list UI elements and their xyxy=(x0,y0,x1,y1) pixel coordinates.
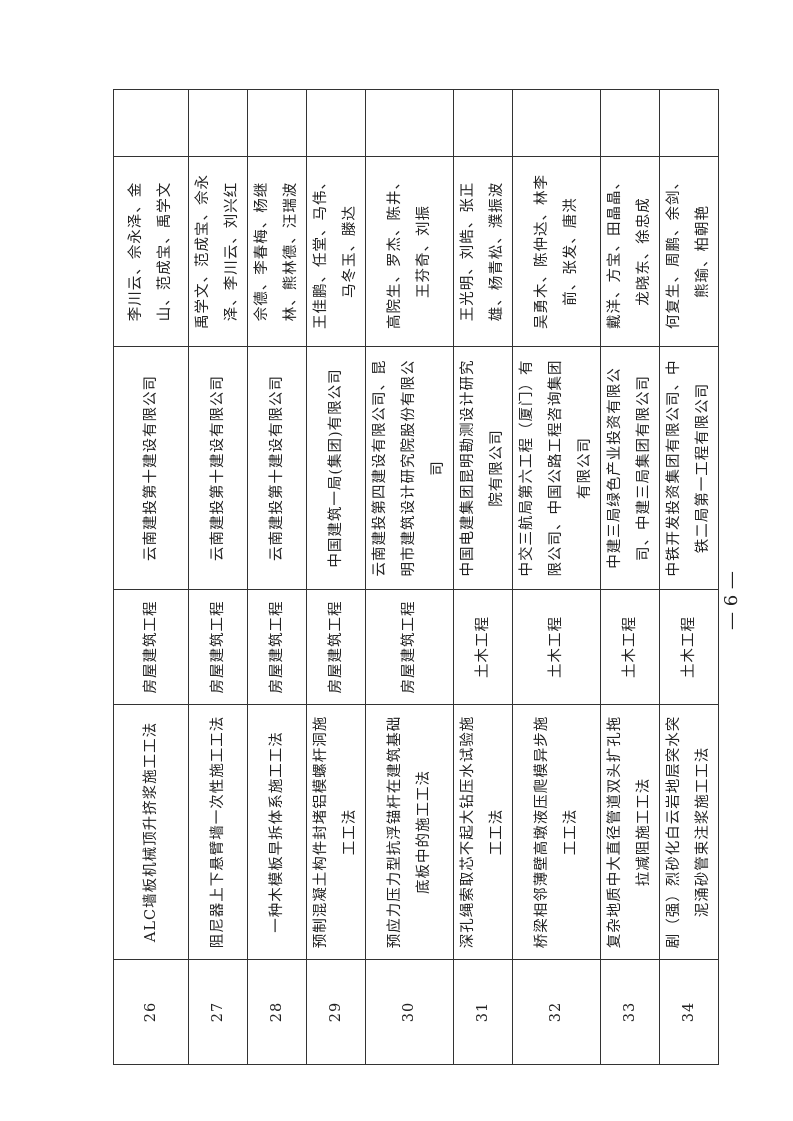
table-row: 28 一种木模板早拆体系施工工法 房屋建筑工程 云南建投第十建设有限公司 佘德、李春梅、… xyxy=(247,89,307,1065)
company-name-cell: 中建三局绿色产业投资有限公司、中建三局集团有限公司 xyxy=(600,346,660,590)
company-name-cell: 中铁开发投资集团有限公司、中铁二局第一工程有限公司 xyxy=(659,346,719,590)
row-number-cell: 26 xyxy=(113,959,189,1065)
project-category-cell: 房屋建筑工程 xyxy=(247,589,307,705)
table-row: 27 阻尼器上下悬臂墙一次性施工工法 房屋建筑工程 云南建投第十建设有限公司 禹学文、范… xyxy=(188,89,248,1065)
row-number-cell: 33 xyxy=(600,959,660,1065)
persons-cell: 何复生、周鹏、余剑、熊瑜、柏朝艳 xyxy=(659,156,719,347)
method-name-cell: 一种木模板早拆体系施工工法 xyxy=(247,704,307,960)
remark-cell xyxy=(512,89,601,157)
project-category-cell: 土木工程 xyxy=(600,589,660,705)
persons-cell: 李川云、佘永泽、金山、范成宝、禹学文 xyxy=(113,156,189,347)
company-name-cell: 云南建投第十建设有限公司 xyxy=(247,346,307,590)
persons-cell: 佘德、李春梅、杨继林、熊林德、汪瑞波 xyxy=(247,156,307,347)
table-row: 32 桥梁相邻薄壁高墩液压爬模异步施工工法 土木工程 中交三航局第六工程（厦门）有限公… xyxy=(512,89,601,1065)
persons-cell: 禹学文、范成宝、佘永泽、李川云、刘兴红 xyxy=(188,156,248,347)
project-category-cell: 房屋建筑工程 xyxy=(365,589,454,705)
row-number-cell: 32 xyxy=(512,959,601,1065)
remark-cell xyxy=(306,89,366,157)
project-category-cell: 土木工程 xyxy=(453,589,513,705)
table-row: 26 ALC墙板机械顶升挤浆施工工法 房屋建筑工程 云南建投第十建设有限公司 李川云、佘… xyxy=(113,89,189,1065)
company-name-cell: 云南建投第十建设有限公司 xyxy=(188,346,248,590)
awards-table: 26 ALC墙板机械顶升挤浆施工工法 房屋建筑工程 云南建投第十建设有限公司 李川云、佘… xyxy=(113,89,719,1065)
project-category-cell: 房屋建筑工程 xyxy=(113,589,189,705)
persons-cell: 戴洋、方宝、田晶晶、龙晓东、徐忠成 xyxy=(600,156,660,347)
project-category-cell: 房屋建筑工程 xyxy=(306,589,366,705)
row-number-cell: 31 xyxy=(453,959,513,1065)
persons-cell: 王光明、刘皓、张正雄、杨青松、濮振波 xyxy=(453,156,513,347)
remark-cell xyxy=(365,89,454,157)
remark-cell xyxy=(113,89,189,157)
persons-cell: 王佳鹏、任堂、马伟、马冬玉、滕达 xyxy=(306,156,366,347)
project-category-cell: 房屋建筑工程 xyxy=(188,589,248,705)
row-number-cell: 29 xyxy=(306,959,366,1065)
remark-cell xyxy=(659,89,719,157)
row-number-cell: 34 xyxy=(659,959,719,1065)
company-name-cell: 中国电建集团昆明勘测设计研究院有限公司 xyxy=(453,346,513,590)
rotated-table-container: 26 ALC墙板机械顶升挤浆施工工法 房屋建筑工程 云南建投第十建设有限公司 李川云、佘… xyxy=(113,89,719,1065)
company-name-cell: 中交三航局第六工程（厦门）有限公司、中国公路工程咨询集团有限公司 xyxy=(512,346,601,590)
method-name-cell: 剧（强）烈砂化白云岩地层突水突泥涌砂管束注浆施工工法 xyxy=(659,704,719,960)
company-name-cell: 云南建投第十建设有限公司 xyxy=(113,346,189,590)
method-name-cell: 深孔绳索取芯不起大钻压水试验施工工法 xyxy=(453,704,513,960)
method-name-cell: 阻尼器上下悬臂墙一次性施工工法 xyxy=(188,704,248,960)
row-number-cell: 30 xyxy=(365,959,454,1065)
method-name-cell: 预制混凝土构件封堵铝模螺杆洞施工工法 xyxy=(306,704,366,960)
table-row: 31 深孔绳索取芯不起大钻压水试验施工工法 土木工程 中国电建集团昆明勘测设计研究院有… xyxy=(453,89,513,1065)
method-name-cell: 复杂地质中大直径管道双头扩孔拖拉减阻施工工法 xyxy=(600,704,660,960)
page-number: — 6 — xyxy=(721,571,742,630)
project-category-cell: 土木工程 xyxy=(512,589,601,705)
remark-cell xyxy=(600,89,660,157)
persons-cell: 吴勇木、陈仲达、林李前、张发、唐洪 xyxy=(512,156,601,347)
remark-cell xyxy=(453,89,513,157)
row-number-cell: 27 xyxy=(188,959,248,1065)
row-number-cell: 28 xyxy=(247,959,307,1065)
table-row: 34 剧（强）烈砂化白云岩地层突水突泥涌砂管束注浆施工工法 土木工程 中铁开发投资集团… xyxy=(659,89,719,1065)
persons-cell: 高院生、罗杰、陈井、王芬奇、刘振 xyxy=(365,156,454,347)
remark-cell xyxy=(247,89,307,157)
company-name-cell: 云南建投第四建设有限公司、昆明市建筑设计研究院股份有限公司 xyxy=(365,346,454,590)
table-row: 33 复杂地质中大直径管道双头扩孔拖拉减阻施工工法 土木工程 中建三局绿色产业投资有限… xyxy=(600,89,660,1065)
table-row: 29 预制混凝土构件封堵铝模螺杆洞施工工法 房屋建筑工程 中国建筑一局(集团)有限公司… xyxy=(306,89,366,1065)
method-name-cell: 桥梁相邻薄壁高墩液压爬模异步施工工法 xyxy=(512,704,601,960)
method-name-cell: ALC墙板机械顶升挤浆施工工法 xyxy=(113,704,189,960)
method-name-cell: 预应力压力型抗浮锚杆在建筑基础底板中的施工工法 xyxy=(365,704,454,960)
company-name-cell: 中国建筑一局(集团)有限公司 xyxy=(306,346,366,590)
remark-cell xyxy=(188,89,248,157)
table-row: 30 预应力压力型抗浮锚杆在建筑基础底板中的施工工法 房屋建筑工程 云南建投第四建设有… xyxy=(365,89,454,1065)
